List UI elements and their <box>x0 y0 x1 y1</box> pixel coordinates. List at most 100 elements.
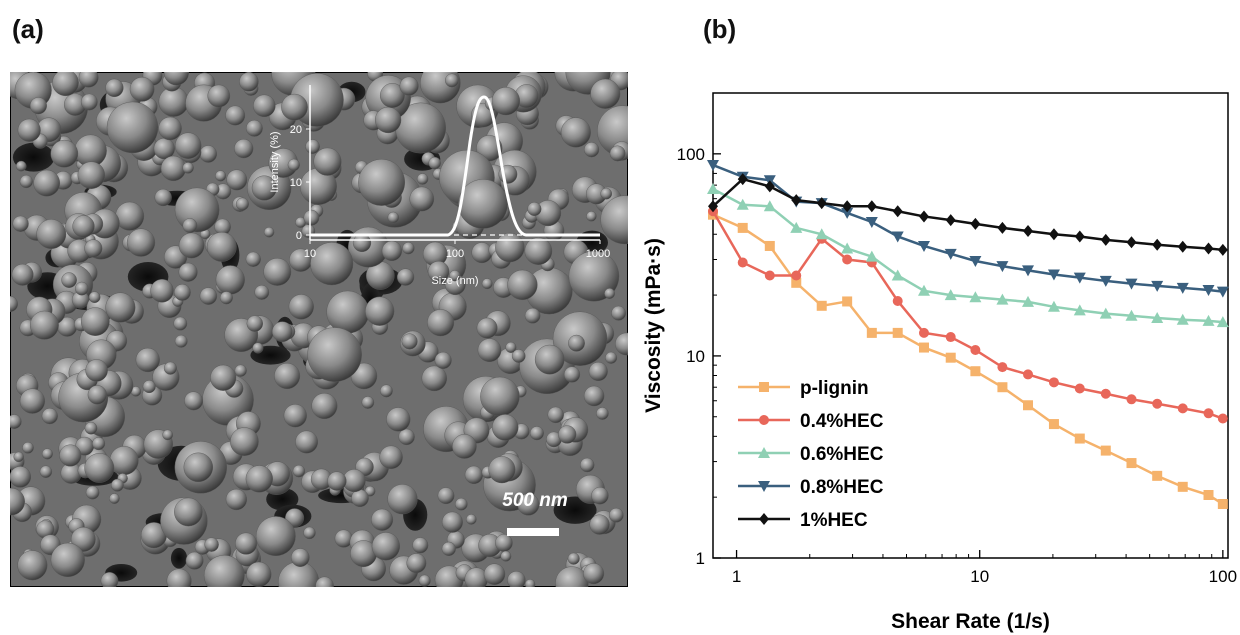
sem-particle <box>215 265 245 295</box>
sem-particle <box>418 574 431 587</box>
inset-distribution-curve <box>310 95 600 237</box>
legend: p-lignin 0.4%HEC 0.6%HEC 0.8%HEC 1%HEC <box>738 378 884 531</box>
data-point <box>945 352 956 363</box>
legend-marker <box>758 447 770 458</box>
sem-particle <box>61 272 77 288</box>
sem-particle <box>162 429 173 441</box>
sem-particle <box>600 195 628 245</box>
sem-particle <box>78 72 99 88</box>
scale-bar <box>507 528 559 536</box>
sem-particle <box>85 359 108 382</box>
sem-particle <box>12 215 29 232</box>
sem-particle <box>41 408 58 425</box>
sem-particle <box>100 572 119 587</box>
sem-particle <box>39 465 53 478</box>
sem-particle <box>386 407 411 432</box>
sem-particle <box>160 155 186 181</box>
data-point <box>1176 313 1189 325</box>
inset-ytick-10: 10 <box>290 177 302 189</box>
sem-particle <box>126 228 156 257</box>
sem-particle <box>481 278 493 290</box>
data-point <box>1125 278 1138 290</box>
data-point <box>1100 388 1111 399</box>
legend-marker <box>759 513 769 525</box>
inset-xtick-10: 10 <box>304 248 316 260</box>
y-tick-label: 1 <box>696 549 705 568</box>
data-point <box>842 296 853 307</box>
sem-micrograph: 10 100 1000 0 10 20 Size (nm) Intensity … <box>10 72 628 587</box>
data-point <box>1047 269 1060 281</box>
sem-particle <box>70 526 96 552</box>
sem-particle <box>246 315 264 332</box>
sem-particle <box>105 292 136 323</box>
series-0-6-hec <box>707 182 1229 328</box>
inset-plot: 10 100 1000 0 10 20 Size (nm) Intensity … <box>269 85 610 287</box>
sem-particle <box>507 571 526 587</box>
sem-particle <box>416 173 429 185</box>
sem-particle <box>361 396 375 409</box>
sem-particle <box>252 342 264 354</box>
data-point <box>1177 240 1188 253</box>
sem-particle <box>477 338 502 363</box>
sem-particle <box>444 73 459 88</box>
data-point <box>1048 377 1059 388</box>
sem-particle <box>235 532 258 555</box>
data-point <box>969 291 982 303</box>
data-point <box>815 228 828 240</box>
data-point <box>918 210 929 223</box>
data-point <box>891 269 904 281</box>
sem-particle <box>315 576 334 587</box>
data-point <box>1176 282 1189 294</box>
data-point <box>1073 272 1086 284</box>
sem-particle <box>397 268 415 286</box>
sem-particle <box>84 421 98 435</box>
sem-particle <box>235 197 249 211</box>
sem-particle <box>163 361 177 375</box>
data-point <box>970 344 981 355</box>
sem-particle <box>215 170 227 182</box>
plot-frame <box>712 92 1229 559</box>
x-tick-label: 1 <box>732 567 741 586</box>
x-tick-label: 10 <box>970 567 989 586</box>
sem-particle <box>560 117 591 148</box>
sem-particle <box>303 209 320 226</box>
data-point <box>1100 445 1111 456</box>
sem-particle <box>437 487 455 505</box>
sem-particle <box>10 296 18 312</box>
sem-particle <box>253 94 276 117</box>
sem-particle <box>199 145 218 163</box>
data-point <box>1217 413 1228 424</box>
data-point <box>997 221 1008 234</box>
data-point <box>1152 398 1163 409</box>
sem-particle <box>305 139 320 154</box>
data-point <box>892 205 903 218</box>
legend-marker <box>758 481 770 492</box>
sem-particle <box>311 393 338 420</box>
x-axis-label: Shear Rate (1/s) <box>891 610 1050 633</box>
data-point <box>866 327 877 338</box>
data-point <box>1202 314 1215 326</box>
sem-particle <box>615 332 628 356</box>
sem-particle <box>326 290 370 334</box>
data-point <box>791 270 802 281</box>
sem-particle <box>409 186 435 212</box>
sem-particle <box>517 493 540 516</box>
sem-particle <box>33 169 61 197</box>
data-point <box>1125 309 1138 321</box>
data-point <box>1151 280 1164 292</box>
data-point <box>1217 243 1228 256</box>
data-point <box>1073 304 1086 316</box>
sem-particle <box>135 347 160 373</box>
data-point <box>996 261 1009 273</box>
data-point <box>996 293 1009 305</box>
legend-marker <box>759 415 769 425</box>
data-point <box>1048 419 1059 430</box>
sem-particle <box>59 444 82 467</box>
data-point <box>842 254 853 265</box>
data-point <box>945 332 956 343</box>
sem-particle <box>527 201 542 216</box>
data-point <box>970 217 981 230</box>
sem-particle <box>288 294 314 320</box>
sem-particle <box>609 507 624 523</box>
data-point <box>865 216 878 228</box>
